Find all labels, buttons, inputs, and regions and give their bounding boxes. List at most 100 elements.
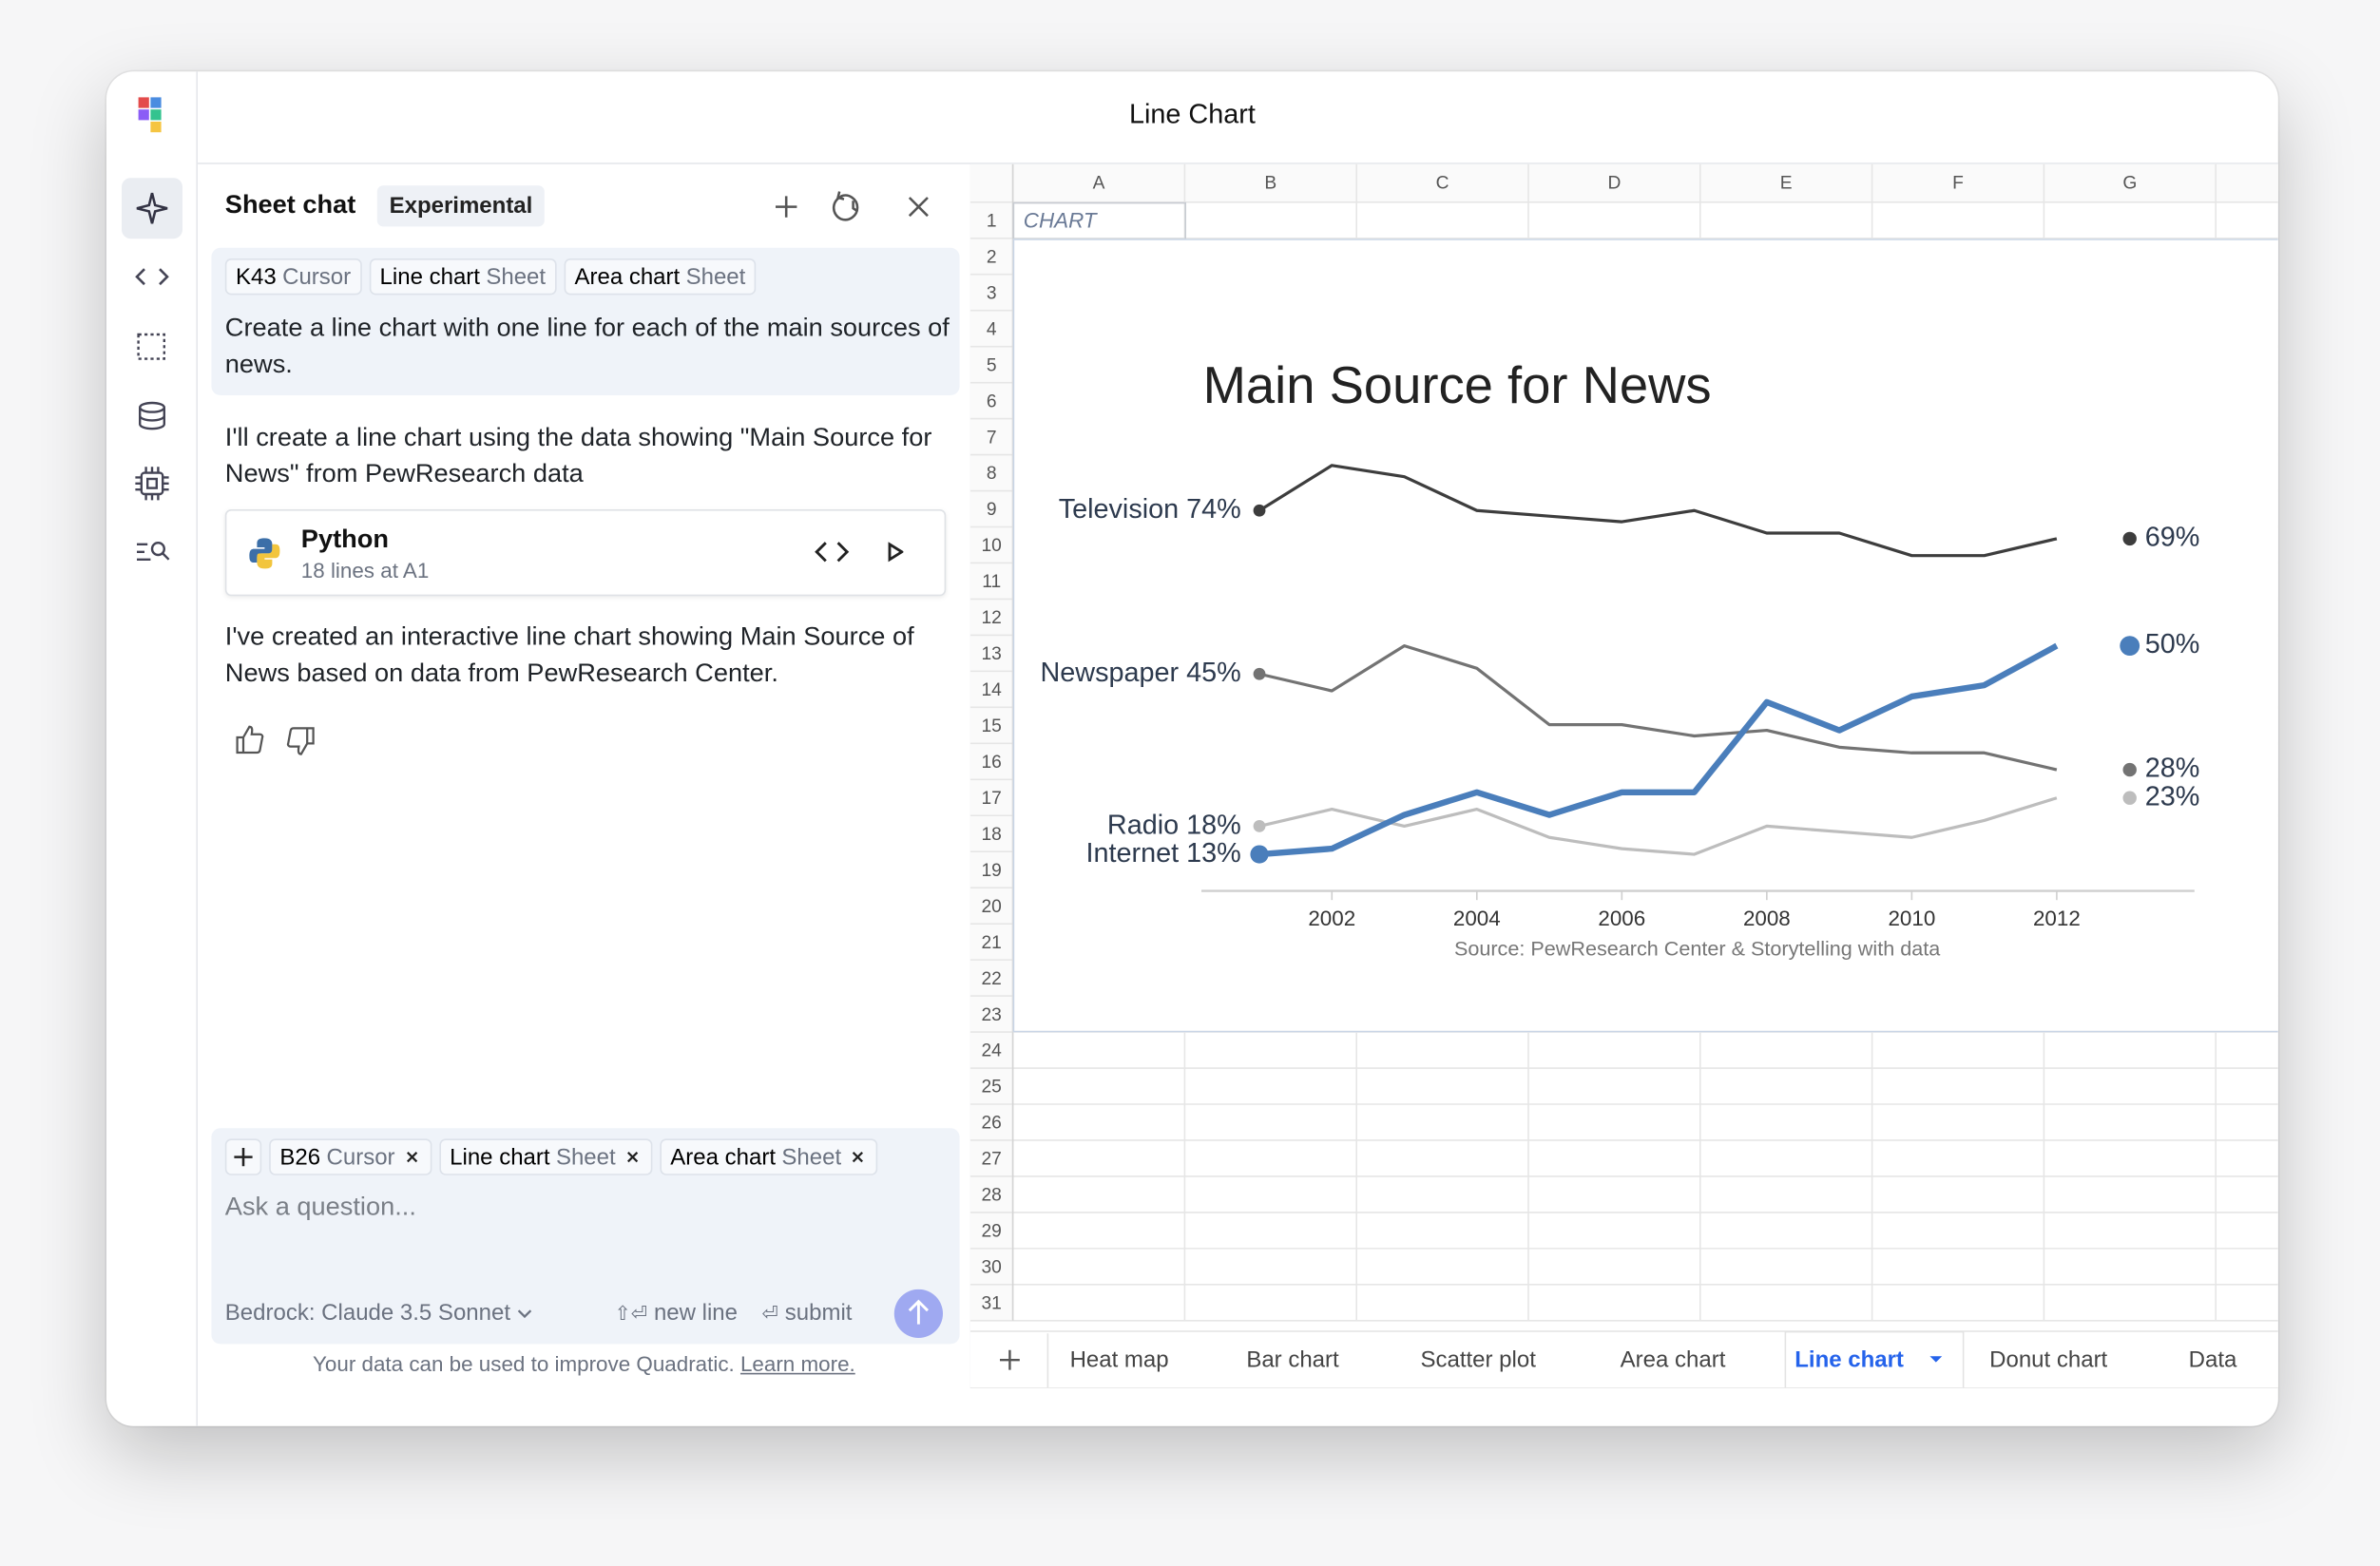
run-button[interactable] — [888, 542, 904, 563]
icon-rail — [122, 97, 182, 562]
sheet-tab[interactable]: Area chart — [1621, 1346, 1726, 1372]
row-header: 12 — [982, 608, 1002, 628]
value-label: 18% — [1186, 810, 1241, 840]
badge: Experimental — [376, 185, 546, 227]
column-header: A — [1093, 174, 1105, 194]
value-label: 13% — [1186, 838, 1241, 869]
row-header: 2 — [987, 247, 997, 267]
chip-kind: Cursor — [326, 1144, 395, 1171]
new-chat-button[interactable] — [776, 196, 797, 218]
add-sheet-button[interactable] — [999, 1349, 1020, 1370]
start-marker — [1253, 504, 1266, 517]
chevron — [517, 1308, 531, 1318]
row-header: 18 — [982, 825, 1002, 845]
ai-icon[interactable] — [136, 192, 168, 224]
chart: Main Source for News 2002 2004 2006 2008 2010… — [1012, 239, 2278, 1033]
row-header: 26 — [982, 1114, 1002, 1134]
start-marker — [1253, 667, 1266, 680]
topbar-border — [198, 162, 2278, 164]
database-icon[interactable] — [139, 401, 166, 430]
row-header: 19 — [982, 861, 1002, 881]
series-name: Newspaper — [1040, 658, 1179, 688]
code-actions — [815, 542, 904, 563]
start-label: Internet 13% — [1086, 838, 1241, 869]
add-context-button[interactable] — [224, 1138, 262, 1175]
row-header: 20 — [982, 897, 1002, 917]
x-tick-label: 2006 — [1598, 907, 1645, 930]
row-header: 1 — [987, 211, 997, 231]
close-button[interactable] — [908, 197, 929, 218]
disclaimer-text: Your data can be used to improve Quadrat… — [313, 1351, 735, 1376]
hint: ⇧⏎ new line — [614, 1300, 738, 1326]
active-tool-bg[interactable] — [122, 178, 182, 239]
row-header: 24 — [982, 1041, 1003, 1061]
code-block[interactable]: Python 18 lines at A1 — [224, 509, 947, 597]
user-message: K43 Cursor Line chart Sheet Area chart Sheet … — [211, 247, 960, 395]
sheet-tab[interactable]: Bar chart — [1246, 1346, 1339, 1372]
context-chip[interactable]: Line chart Sheet — [438, 1138, 653, 1175]
row-header: 7 — [987, 428, 997, 448]
thumbs-down[interactable] — [286, 727, 315, 755]
chip-label: K43 — [236, 263, 277, 290]
row-header: 14 — [982, 680, 1003, 700]
hint-keys: ⇧⏎ — [614, 1303, 648, 1327]
sheet-tab[interactable]: Heat map — [1070, 1346, 1169, 1372]
code-icon[interactable] — [135, 268, 169, 286]
learn-more-link[interactable]: Learn more. — [739, 1351, 855, 1376]
chip-label: B26 — [279, 1144, 321, 1171]
row-header: 3 — [987, 283, 997, 303]
panel-title: Sheet chat — [224, 190, 356, 220]
end-label: 50% — [2145, 629, 2200, 659]
chip-kind: Sheet — [486, 263, 547, 290]
reply-text: I'll create a line chart using the data … — [224, 422, 932, 488]
row-header: 28 — [982, 1186, 1002, 1206]
sheet-tab[interactable]: Donut chart — [1989, 1346, 2107, 1372]
value-label: 74% — [1186, 494, 1241, 525]
row-header: 13 — [982, 644, 1002, 664]
column-header: E — [1780, 174, 1793, 194]
chip-kind: Sheet — [685, 263, 746, 290]
value-label: 45% — [1186, 658, 1241, 688]
search-icon[interactable] — [137, 542, 170, 562]
chart-background — [1012, 239, 2278, 1033]
end-label: 69% — [2145, 523, 2200, 553]
send-button[interactable] — [892, 1289, 948, 1345]
row-header: 4 — [987, 319, 997, 339]
context-chip: Line chart Sheet — [369, 258, 557, 296]
series-line — [1258, 464, 2058, 558]
start-label: Radio 18% — [1107, 810, 1241, 840]
context-chip: K43 Cursor — [224, 258, 362, 296]
context-chip[interactable]: Area chart Sheet — [660, 1138, 878, 1175]
remove-icon-path — [626, 1152, 638, 1163]
row-header: 23 — [982, 1005, 1002, 1025]
column-header-bg — [969, 163, 2278, 202]
column-header: D — [1607, 174, 1621, 194]
chart-title: Main Source for News — [1203, 356, 1712, 414]
sheet-tab[interactable]: Data — [2189, 1346, 2237, 1372]
series-name: Television — [1059, 494, 1179, 525]
row-header-bg — [969, 163, 1013, 1321]
sheet-tab[interactable]: Line chart — [1795, 1346, 1904, 1372]
chip-label: Area chart — [670, 1144, 776, 1171]
history-button[interactable] — [832, 191, 859, 221]
row-header: 10 — [982, 536, 1002, 556]
input-placeholder[interactable]: Ask a question... — [224, 1192, 416, 1221]
context-chip[interactable]: B26 Cursor — [269, 1138, 432, 1175]
select-icon[interactable] — [137, 333, 166, 360]
input-box[interactable]: B26 Cursor Line chart Sheet Area chart Sheet … — [211, 1128, 960, 1345]
tab-menu-icon[interactable] — [1929, 1356, 1943, 1363]
series-name: Radio — [1107, 810, 1179, 840]
thumbs-up[interactable] — [236, 725, 264, 754]
context-chips: K43 Cursor Line chart Sheet Area chart Sheet — [224, 258, 764, 296]
model-selector[interactable]: Bedrock: Claude 3.5 Sonnet — [225, 1300, 533, 1326]
chart-source: Source: PewResearch Center & Storytellin… — [1454, 937, 1941, 961]
series-name: Internet — [1086, 838, 1180, 869]
sheet-tab[interactable]: Scatter plot — [1420, 1346, 1536, 1372]
chip-kind: Sheet — [555, 1144, 616, 1171]
chip-icon[interactable] — [135, 467, 169, 501]
remove-icon — [406, 1152, 417, 1163]
logo — [138, 97, 162, 133]
context-chips: B26 Cursor Line chart Sheet Area chart Sheet — [224, 1138, 886, 1175]
view-code-button[interactable] — [815, 542, 850, 563]
